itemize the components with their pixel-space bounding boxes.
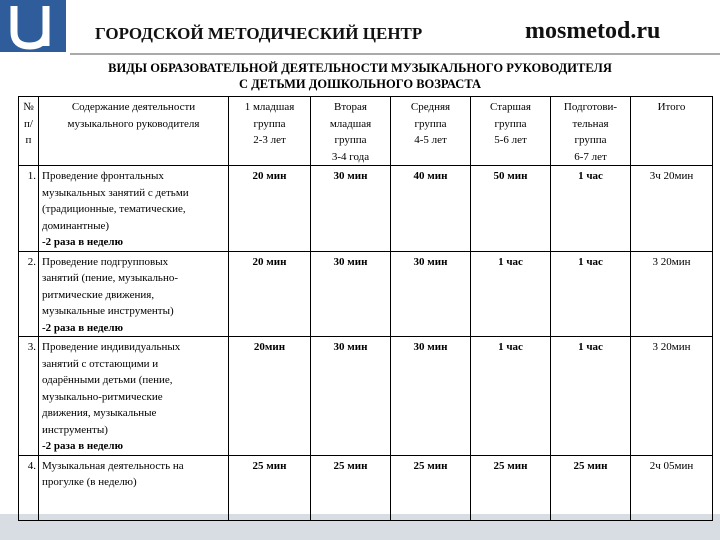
header-cell: Итого [630, 96, 713, 166]
content-line: ритмические движения, [42, 288, 155, 301]
duration-cell: 20 мин [228, 250, 311, 337]
content-line: занятий с отстающими и [42, 357, 159, 370]
header-row: № п/п Содержание деятельности музыкального … [18, 96, 713, 166]
content-line: движения, музыкальные [42, 407, 157, 419]
header-line: группа [574, 134, 607, 146]
duration-cell: 50 мин [470, 165, 551, 252]
content-cell: Проведение фронтальных музыкальных заняти… [38, 165, 229, 252]
table-row: 4. Музыкальная деятельность на прогулке (в… [18, 454, 713, 521]
header-line: группа [494, 117, 527, 130]
duration-cell: 1 час [470, 250, 551, 337]
total-cell: 2ч 05мин [630, 454, 713, 521]
site-name: mosmetod.ru [525, 18, 661, 44]
header-cell: № п/п [18, 96, 39, 166]
content-cell: Музыкальная деятельность на прогулке (в н… [38, 454, 229, 521]
row-number: 4. [18, 454, 39, 521]
row-number: 2. [18, 250, 39, 337]
content-cell: Проведение подгрупповых занятий (пение, м… [38, 250, 229, 337]
header-cell: Содержание деятельности музыкального руко… [38, 96, 229, 166]
header-line: Итого [657, 101, 686, 113]
content-line: Проведение фронтальных [42, 170, 164, 182]
header-cell: Старшая группа 5-6 лет [470, 96, 551, 166]
header-line: Подготови- [563, 101, 618, 113]
table-row: 3. Проведение индивидуальных занятий с отс… [18, 336, 713, 456]
frequency-note: -2 раза в неделю [42, 236, 123, 248]
heading-line: С ДЕТЬМИ ДОШКОЛЬНОГО ВОЗРАСТА [238, 77, 482, 91]
duration-cell: 25 мин [228, 454, 311, 521]
header-line: музыкального руководителя [67, 117, 200, 130]
duration-cell: 30 мин [390, 336, 471, 456]
table-row: 1. Проведение фронтальных музыкальных заня… [18, 165, 713, 252]
header-line: 4-5 лет [414, 134, 447, 146]
total-cell: 3 20мин [630, 336, 713, 456]
duration-cell: 1 час [550, 250, 631, 337]
header-line: тельная [572, 117, 609, 130]
frequency-note: -2 раза в неделю [42, 321, 123, 334]
content-line: инструменты) [42, 423, 108, 436]
header-line: п/ [24, 117, 33, 130]
total-cell: 3ч 20мин [630, 165, 713, 252]
duration-cell: 1 час [470, 336, 551, 456]
logo-mark [10, 6, 50, 50]
content-line: Проведение подгрупповых [42, 255, 169, 268]
header-line: п [25, 134, 32, 146]
duration-cell: 25 мин [550, 454, 631, 521]
table-row: 2. Проведение подгрупповых занятий (пение,… [18, 250, 713, 337]
header-line: группа [253, 117, 286, 130]
duration-cell: 25 мин [310, 454, 391, 521]
header-line: Вторая [334, 101, 367, 113]
content-line: (традиционные, тематические, [42, 203, 186, 215]
duration-cell: 30 мин [310, 250, 391, 337]
duration-cell: 20 мин [228, 165, 311, 252]
header-line: 2-3 лет [253, 134, 286, 146]
header-cell: Вторая младшая группа 3-4 года [310, 96, 391, 166]
content-line: музыкальных занятий с детьми [42, 186, 189, 199]
header-line: 1 младшая [244, 101, 295, 113]
header-cell: Средняя группа 4-5 лет [390, 96, 471, 166]
header-line: Средняя [410, 101, 451, 113]
duration-cell: 40 мин [390, 165, 471, 252]
duration-cell: 20мин [228, 336, 311, 456]
header-line: группа [334, 134, 367, 146]
duration-cell: 30 мин [390, 250, 471, 337]
header-cell: Подготови-тельная группа 6-7 лет [550, 96, 631, 166]
header-line: 6-7 лет [574, 150, 607, 163]
content-line: доминантные) [42, 219, 110, 232]
header-line: группа [414, 117, 447, 130]
header-line: 3-4 года [331, 150, 370, 163]
duration-cell: 25 мин [390, 454, 471, 521]
header-line: младшая [329, 117, 372, 130]
duration-cell: 1 час [550, 165, 631, 252]
schedule-table: № п/п Содержание деятельности музыкального … [18, 96, 713, 521]
duration-cell: 30 мин [310, 165, 391, 252]
header-line: № [23, 101, 34, 113]
row-number: 1. [18, 165, 39, 252]
content-line: прогулке (в неделю) [42, 476, 137, 488]
heading-line: ВИДЫ ОБРАЗОВАТЕЛЬНОЙ ДЕЯТЕЛЬНОСТИ МУЗЫКА… [108, 61, 612, 75]
frequency-note: -2 раза в неделю [42, 440, 123, 452]
content-line: музыкальные инструменты) [42, 305, 174, 317]
duration-cell: 30 мин [310, 336, 391, 456]
content-line: занятий (пение, музыкально- [42, 272, 179, 284]
content-line: Музыкальная деятельность на [42, 459, 184, 472]
content-line: Проведение индивидуальных [42, 341, 181, 353]
header-line: Старшая [490, 101, 531, 113]
row-number: 3. [18, 336, 39, 456]
content-line: музыкально-ритмические [42, 390, 163, 403]
header-line: Содержание деятельности [71, 101, 196, 113]
header-cell: 1 младшая группа 2-3 лет [228, 96, 311, 166]
content-line: одарёнными детьми (пение, [42, 374, 173, 386]
table-heading: ВИДЫ ОБРАЗОВАТЕЛЬНОЙ ДЕЯТЕЛЬНОСТИ МУЗЫКА… [0, 60, 720, 92]
duration-cell: 25 мин [470, 454, 551, 521]
header-title: ГОРОДСКОЙ МЕТОДИЧЕСКИЙ ЦЕНТР [95, 24, 423, 43]
header-line: 5-6 лет [494, 134, 527, 146]
total-cell: 3 20мин [630, 250, 713, 337]
content-cell: Проведение индивидуальных занятий с отста… [38, 336, 229, 456]
duration-cell: 1 час [550, 336, 631, 456]
